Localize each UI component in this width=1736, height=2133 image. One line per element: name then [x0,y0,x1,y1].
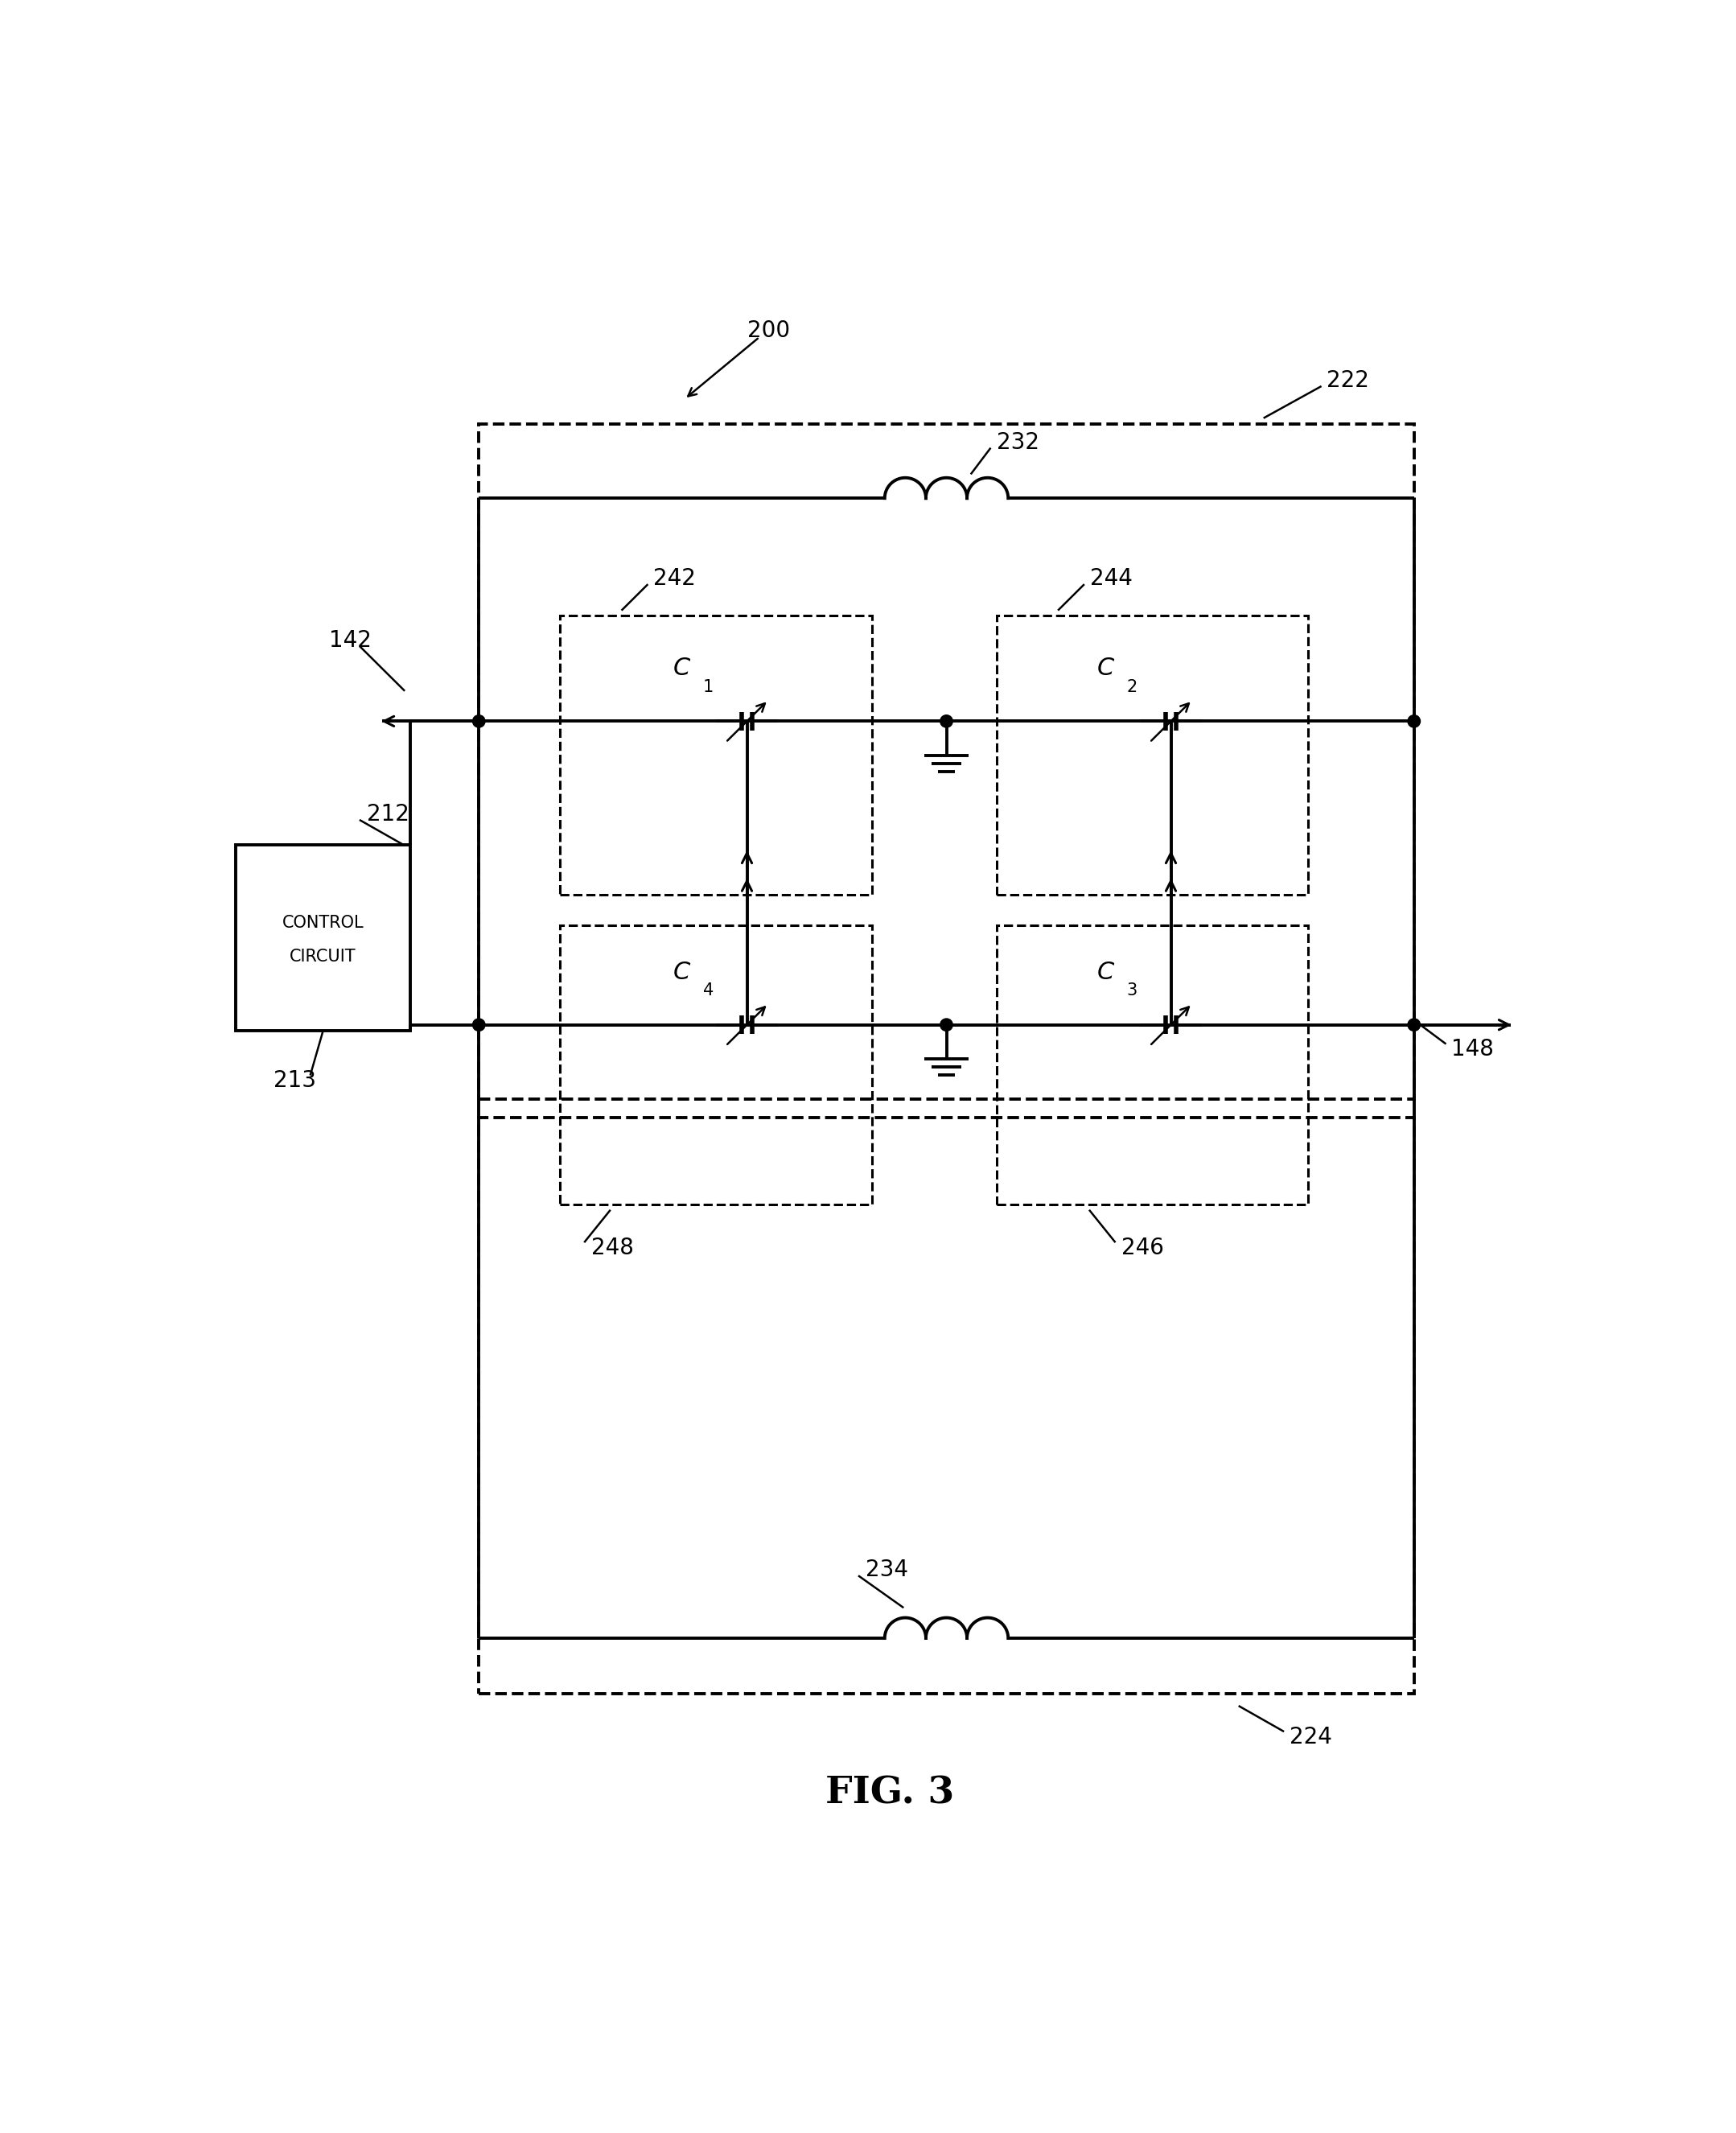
Text: 4: 4 [703,983,713,998]
Text: 200: 200 [746,320,790,341]
Text: 232: 232 [996,431,1038,454]
Text: 148: 148 [1451,1039,1495,1060]
Text: 242: 242 [653,567,696,591]
Text: $C$: $C$ [672,657,691,680]
Circle shape [472,715,484,727]
Bar [996,616,1307,894]
Text: 234: 234 [865,1559,908,1581]
Text: 2: 2 [1127,678,1137,695]
Circle shape [1408,715,1420,727]
Bar [479,424,1415,1098]
Text: 1: 1 [703,678,713,695]
Text: $C$: $C$ [1095,960,1115,983]
Text: 246: 246 [1121,1237,1163,1258]
Circle shape [941,1020,953,1030]
Text: 212: 212 [366,802,410,825]
Circle shape [941,715,953,727]
Bar [561,926,871,1205]
Circle shape [472,1020,484,1030]
Text: FIG. 3: FIG. 3 [825,1775,955,1811]
Text: 222: 222 [1326,369,1370,392]
Text: CONTROL: CONTROL [283,915,365,930]
Text: 213: 213 [273,1069,316,1092]
Text: 244: 244 [1090,567,1132,591]
Bar [479,1118,1415,1694]
Bar [561,616,871,894]
Text: 224: 224 [1290,1726,1332,1749]
Bar [996,926,1307,1205]
Circle shape [1408,1020,1420,1030]
Text: CIRCUIT: CIRCUIT [290,949,356,964]
Text: 3: 3 [1127,983,1137,998]
Bar [236,845,410,1030]
Text: $C$: $C$ [672,960,691,983]
Text: 248: 248 [590,1237,634,1258]
Text: 142: 142 [330,629,372,653]
Text: $C$: $C$ [1095,657,1115,680]
